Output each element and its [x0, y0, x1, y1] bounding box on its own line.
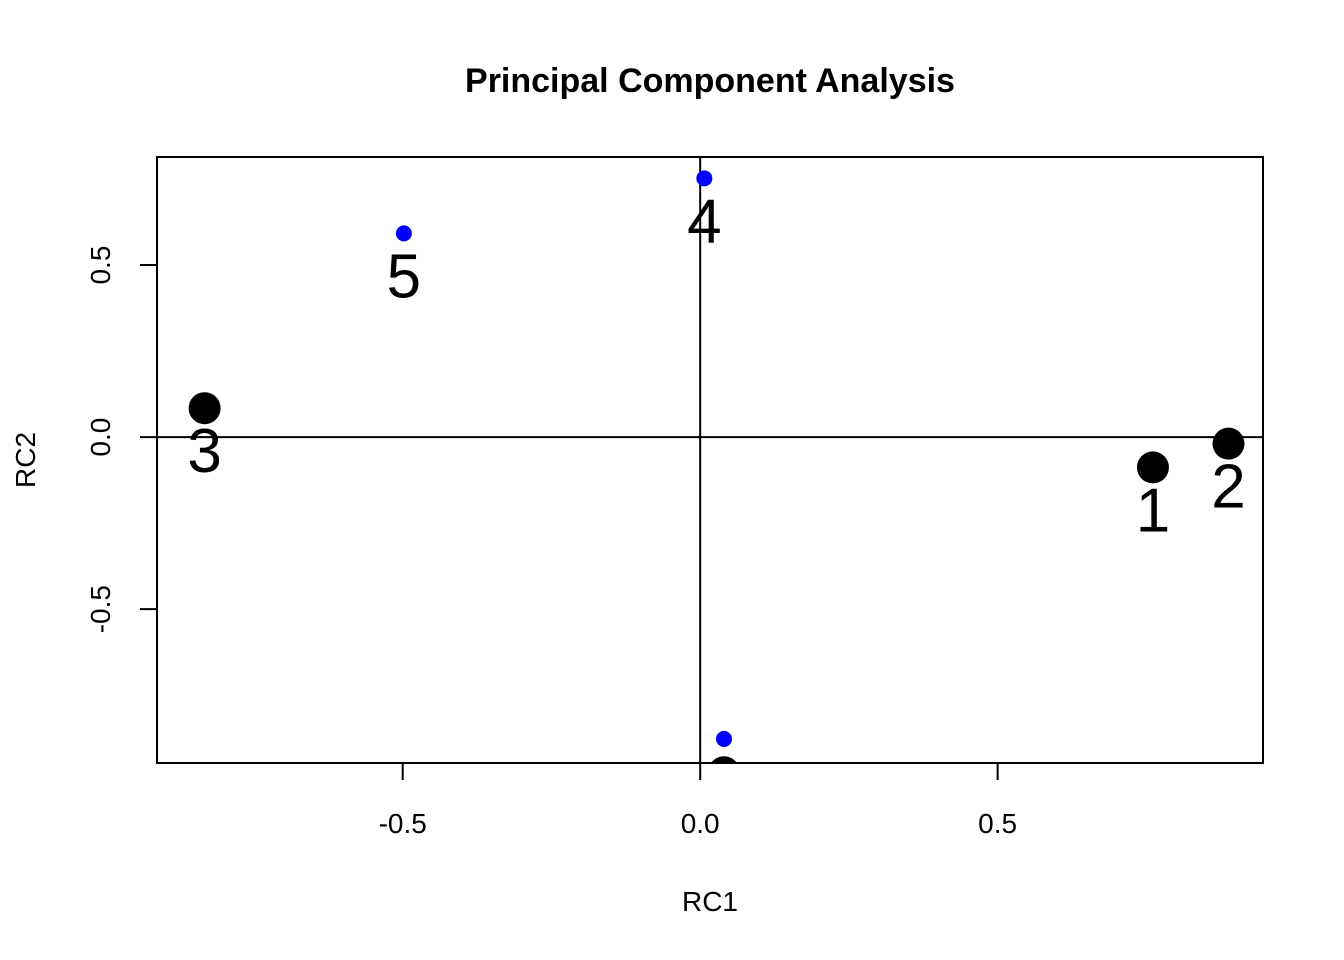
data-point [188, 392, 221, 425]
point-label: 1 [1136, 476, 1170, 545]
x-axis-label: RC1 [682, 886, 738, 917]
data-point [1136, 451, 1169, 484]
y-axis: -0.5 0.0 0.5 [85, 246, 158, 633]
point-label: 3 [187, 417, 221, 486]
data-point [1212, 427, 1245, 460]
plot-area: 1 2 3 4 5 [187, 170, 1246, 763]
x-tick-label: 0.0 [681, 808, 720, 839]
data-point [710, 756, 738, 763]
x-tick-label: 0.5 [978, 808, 1017, 839]
point-label: 5 [387, 242, 421, 311]
x-axis: -0.5 0.0 0.5 [379, 762, 1017, 839]
reference-lines [157, 157, 1263, 763]
point-label: 4 [687, 187, 721, 256]
x-tick-label: -0.5 [379, 808, 427, 839]
y-tick-label: 0.5 [85, 246, 116, 285]
data-point [395, 225, 412, 242]
y-tick-label: -0.5 [85, 585, 116, 633]
plot-frame [156, 156, 1264, 764]
data-point [715, 730, 732, 747]
y-tick-label: 0.0 [85, 418, 116, 457]
data-point [696, 170, 713, 187]
y-axis-label: RC2 [10, 432, 41, 488]
point-label: 2 [1211, 453, 1245, 522]
chart-title: Principal Component Analysis [465, 62, 955, 100]
